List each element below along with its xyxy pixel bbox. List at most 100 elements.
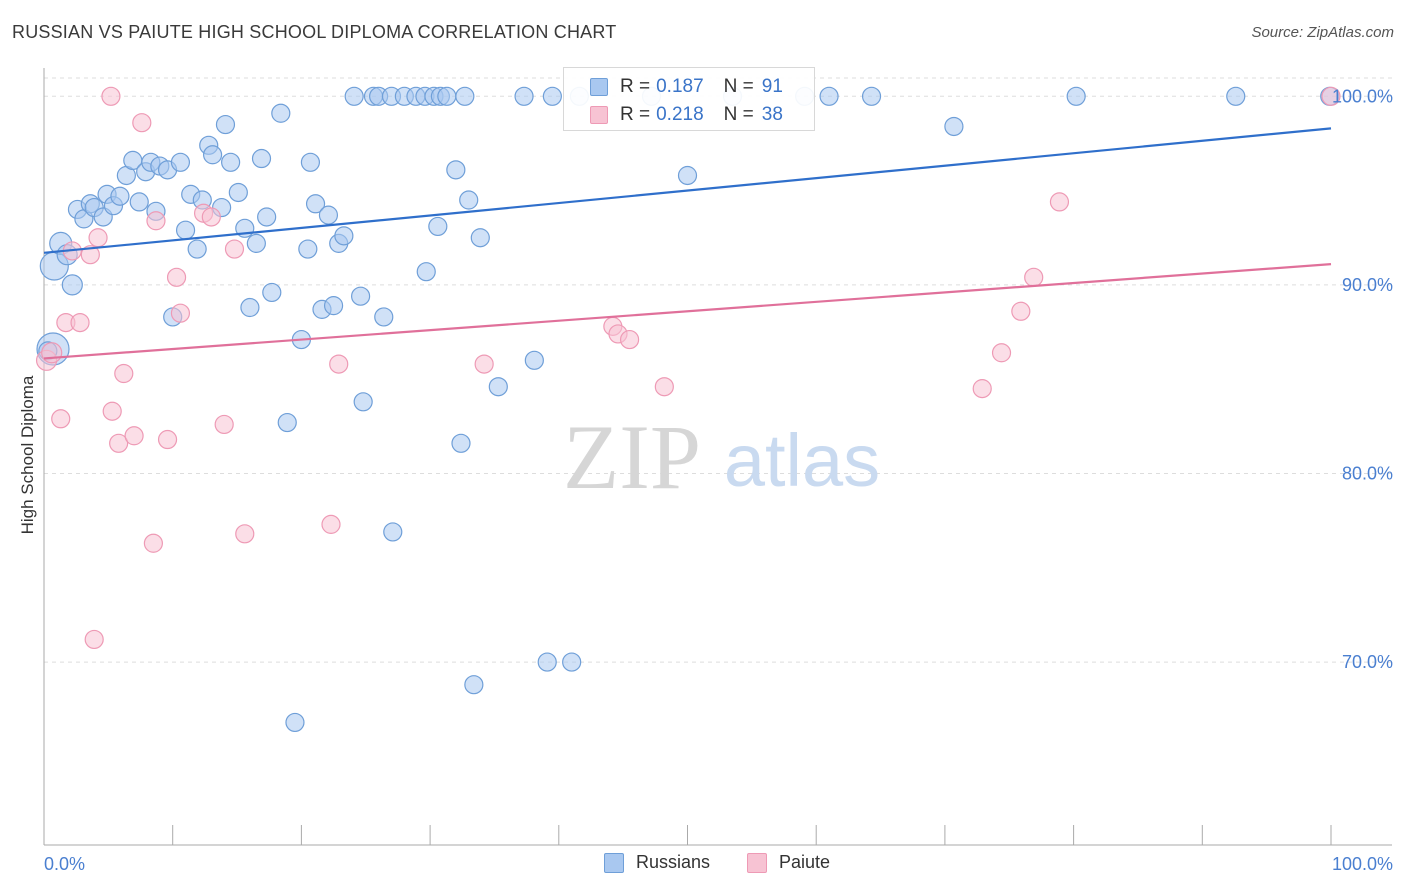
russians-point (240, 297, 260, 318)
paiute-point (102, 401, 122, 421)
legend-n-value: 91 (761, 76, 783, 97)
russians-point (285, 712, 305, 733)
russians-point (298, 239, 318, 259)
paiute-point (1321, 86, 1341, 106)
russians-point (353, 392, 373, 412)
russians-point (251, 148, 272, 169)
russians-point (542, 86, 562, 106)
russians-point (819, 86, 839, 106)
paiute-point (132, 113, 152, 133)
russians-point (351, 286, 371, 306)
paiute-trend-line (43, 263, 1332, 360)
series-legend: Russians Paiute (0, 852, 1406, 878)
russians-point (459, 190, 479, 210)
legend-n-label: N = (723, 104, 754, 125)
y-tick-label: 90.0% (1342, 275, 1393, 295)
chart-title: RUSSIAN VS PAIUTE HIGH SCHOOL DIPLOMA CO… (12, 22, 617, 42)
paiute-point (124, 426, 144, 446)
russians-point (383, 522, 403, 542)
paiute-point (972, 379, 992, 399)
paiute-point (143, 533, 163, 553)
russians-point (1226, 86, 1246, 106)
russians-swatch (590, 78, 608, 96)
russians-point (464, 675, 484, 695)
paiute-point (1011, 301, 1031, 321)
russians-point (537, 652, 557, 672)
legend-r-label: R = (620, 76, 651, 97)
russians-point (277, 412, 297, 433)
paiute-point (101, 86, 121, 106)
paiute-point (80, 245, 100, 265)
legend-n-label: N = (723, 76, 754, 97)
paiute-point (114, 363, 134, 384)
russians-legend-swatch (604, 852, 624, 873)
y-tick-label: 100.0% (1332, 86, 1393, 106)
paiute-point (1049, 192, 1070, 212)
paiute-point (321, 514, 341, 534)
legend-n-value: 38 (761, 104, 783, 125)
russians-point (170, 152, 191, 172)
russians-point (228, 182, 248, 203)
paiute-swatch (590, 106, 608, 124)
paiute-point (166, 267, 187, 287)
russians-point (318, 205, 339, 225)
paiute-point (991, 343, 1012, 363)
russians-point (215, 114, 236, 135)
paiute-point (146, 211, 166, 231)
russians-point (262, 282, 282, 303)
paiute-legend-label: Paiute (779, 852, 831, 872)
paiute-point (51, 409, 71, 429)
paiute-point (109, 433, 129, 453)
russians-point (300, 152, 321, 172)
russians-point (374, 307, 394, 327)
russians-point (61, 274, 83, 296)
paiute-point (170, 303, 191, 323)
x-tick-label: 0.0% (44, 854, 85, 874)
russians-point (437, 86, 457, 106)
paiute-point (235, 524, 255, 544)
paiute-point (88, 228, 108, 248)
russians-point (175, 220, 196, 240)
legend-item-paiute: Paiute (747, 852, 830, 873)
russians-point (470, 228, 490, 248)
paiute-point (619, 329, 640, 350)
x-tick-label: 100.0% (1332, 854, 1393, 874)
russians-point (344, 86, 364, 106)
russians-point (677, 165, 698, 186)
russians-point (323, 296, 344, 316)
paiute-point (157, 429, 178, 450)
russians-point (428, 216, 448, 237)
russians-point (129, 192, 149, 212)
paiute-point (224, 239, 245, 259)
russians-point (334, 226, 354, 246)
legend-item-russians: Russians (604, 852, 710, 873)
watermark: ZIP atlas (563, 406, 880, 508)
russians-point (514, 86, 534, 106)
russians-point (305, 194, 326, 214)
paiute-point (84, 629, 104, 650)
paiute-point (474, 354, 494, 374)
russians-point (246, 233, 266, 253)
y-tick-label: 80.0% (1342, 463, 1393, 483)
axes (43, 68, 1392, 846)
legend-r-value: 0.218 (656, 104, 704, 125)
legend-r-label: R = (620, 104, 651, 125)
paiute-point (214, 414, 234, 435)
watermark-atlas: atlas (724, 419, 880, 502)
paiute-point (70, 312, 90, 333)
russians-legend-label: Russians (636, 852, 711, 872)
russians-point (488, 377, 508, 397)
russians-point (416, 262, 436, 282)
russians-point (110, 186, 130, 206)
russians-trend-line (43, 127, 1332, 254)
trend-lines (43, 127, 1332, 360)
russians-point (202, 145, 223, 165)
russians-point (187, 239, 207, 259)
watermark-zip: ZIP (563, 406, 701, 508)
tick-labels: 70.0% 80.0% 90.0% 100.0% 0.0% 100.0% (44, 86, 1393, 874)
russians-point (257, 207, 277, 227)
paiute-point (654, 377, 674, 397)
paiute-point (201, 207, 221, 227)
grid (44, 77, 1392, 663)
